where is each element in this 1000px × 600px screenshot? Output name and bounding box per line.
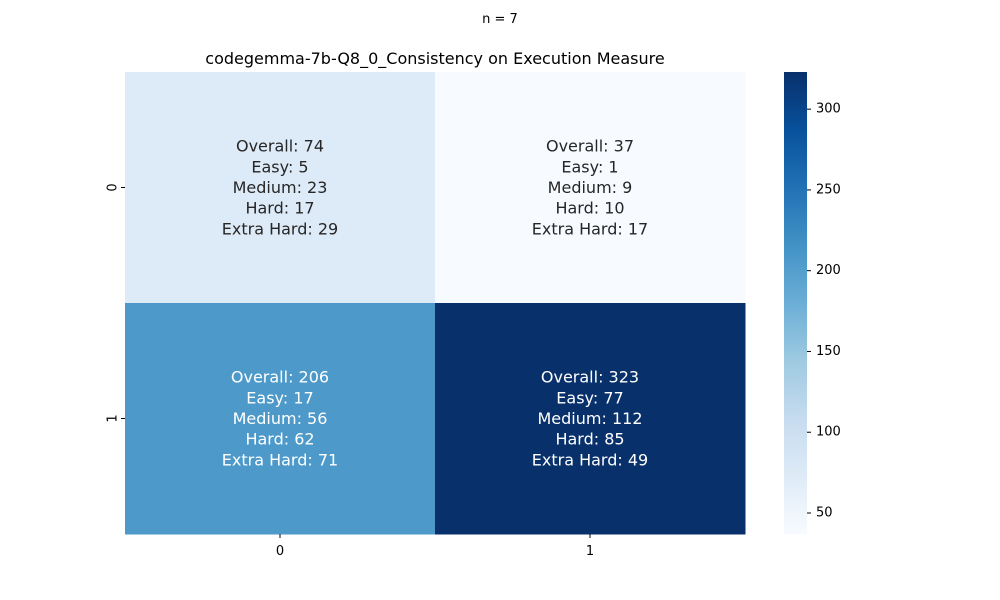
cell-annotation-line: Hard: 17 xyxy=(245,199,314,218)
cell-annotation-line: Medium: 56 xyxy=(233,409,328,428)
cell-annotation-line: Hard: 85 xyxy=(555,430,624,449)
x-tick-label: 0 xyxy=(276,544,284,559)
cell-annotation-line: Overall: 206 xyxy=(231,368,329,387)
cell-annotation-line: Overall: 323 xyxy=(541,368,639,387)
colorbar-tick-label: 50 xyxy=(816,506,833,521)
cell-annotation-line: Easy: 17 xyxy=(246,388,313,407)
cell-annotation-line: Extra Hard: 29 xyxy=(222,219,338,238)
cell-annotation-0-0: Overall: 74 Easy: 5 Medium: 23 Hard: 17 Extr… xyxy=(222,137,338,239)
cell-annotation-line: Medium: 112 xyxy=(538,409,643,428)
y-tick-label: 1 xyxy=(106,414,121,422)
heatmap-cell-0-1 xyxy=(435,72,746,304)
cell-annotation-line: Extra Hard: 17 xyxy=(532,219,648,238)
colorbar-tick-label: 100 xyxy=(816,425,841,440)
colorbar-gradient xyxy=(784,72,807,534)
cell-annotation-line: Hard: 62 xyxy=(245,430,314,449)
figure-suptitle: n = 7 xyxy=(482,12,518,27)
heatmap-cell-1-1 xyxy=(435,303,746,535)
cell-annotation-line: Easy: 77 xyxy=(556,388,623,407)
y-tick-label: 0 xyxy=(106,183,121,191)
cell-annotations: Overall: 74 Easy: 5 Medium: 23 Hard: 17 Extr… xyxy=(222,137,648,470)
colorbar-ticks: 50 100 150 200 250 300 xyxy=(807,102,841,521)
cell-annotation-line: Extra Hard: 71 xyxy=(222,450,338,469)
x-tick-label: 1 xyxy=(586,544,594,559)
colorbar-tick-label: 250 xyxy=(816,182,841,197)
cell-annotation-0-1: Overall: 37 Easy: 1 Medium: 9 Hard: 10 Extra… xyxy=(532,137,648,239)
colorbar-tick-label: 200 xyxy=(816,263,841,278)
cell-annotation-line: Hard: 10 xyxy=(555,199,624,218)
cell-annotation-line: Easy: 1 xyxy=(561,157,618,176)
heatmap-axes: 0 1 0 1 xyxy=(106,183,595,559)
cell-annotation-line: Medium: 9 xyxy=(548,178,633,197)
chart-title: codegemma-7b-Q8_0_Consistency on Executi… xyxy=(205,49,664,69)
colorbar-tick-label: 300 xyxy=(816,102,841,117)
cell-annotation-line: Medium: 23 xyxy=(233,178,328,197)
cell-annotation-line: Overall: 37 xyxy=(546,137,634,156)
colorbar: 50 100 150 200 250 300 xyxy=(784,72,841,534)
cell-annotation-line: Extra Hard: 49 xyxy=(532,450,648,469)
cell-annotation-1-0: Overall: 206 Easy: 17 Medium: 56 Hard: 62 Ex… xyxy=(222,368,338,470)
colorbar-tick-label: 150 xyxy=(816,344,841,359)
heatmap-cell-0-0 xyxy=(125,72,436,304)
cell-annotation-line: Easy: 5 xyxy=(251,157,308,176)
heatmap-cell-1-0 xyxy=(125,303,436,535)
cell-annotation-line: Overall: 74 xyxy=(236,137,324,156)
cell-annotation-1-1: Overall: 323 Easy: 77 Medium: 112 Hard: 85 E… xyxy=(532,368,648,470)
heatmap-cells xyxy=(125,72,746,535)
